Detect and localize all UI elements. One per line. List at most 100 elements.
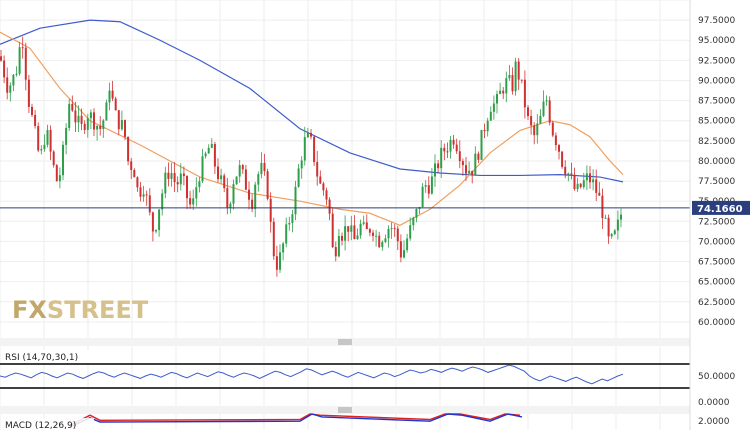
candle-body bbox=[244, 169, 247, 190]
candle-body bbox=[192, 198, 195, 205]
candle-body bbox=[334, 247, 337, 257]
candle-body bbox=[390, 228, 393, 230]
candle-body bbox=[254, 184, 257, 209]
candle-body bbox=[620, 214, 622, 220]
candle-body bbox=[220, 175, 223, 180]
candle-body bbox=[223, 175, 226, 189]
candle-body bbox=[176, 182, 179, 185]
candle-body bbox=[337, 235, 340, 257]
candle-body bbox=[561, 151, 564, 167]
candle-body bbox=[341, 235, 343, 241]
candle-body bbox=[440, 147, 443, 169]
candle-body bbox=[207, 147, 210, 154]
candle-body bbox=[46, 130, 49, 145]
drag-handle-icon[interactable] bbox=[338, 407, 352, 413]
candle-body bbox=[368, 229, 371, 233]
candle-body bbox=[272, 221, 275, 257]
y-tick-label: 90.0000 bbox=[698, 76, 735, 86]
candle-body bbox=[288, 223, 291, 225]
candle-body bbox=[542, 101, 545, 116]
candle-body bbox=[173, 173, 176, 183]
candle-body bbox=[133, 170, 136, 178]
y-tick-label: 72.5000 bbox=[698, 217, 735, 227]
candle-body bbox=[365, 222, 368, 230]
candle-body bbox=[93, 112, 95, 130]
y-tick-label: 87.5000 bbox=[698, 97, 735, 107]
candle-body bbox=[344, 226, 347, 241]
candle-body bbox=[260, 162, 263, 175]
candle-body bbox=[186, 176, 188, 199]
candle-body bbox=[610, 234, 613, 237]
candle-body bbox=[111, 90, 114, 99]
candle-body bbox=[52, 151, 55, 166]
candle-body bbox=[381, 241, 384, 248]
candle-body bbox=[347, 226, 350, 232]
candle-body bbox=[55, 165, 58, 182]
candle-body bbox=[430, 176, 433, 194]
candle-body bbox=[328, 199, 331, 214]
candle-body bbox=[6, 77, 9, 93]
y-tick-label: 85.0000 bbox=[698, 117, 735, 127]
candle-body bbox=[89, 112, 92, 119]
candle-body bbox=[235, 176, 238, 185]
candle-body bbox=[474, 153, 477, 175]
y-tick-label: 95.0000 bbox=[698, 36, 735, 46]
candle-body bbox=[86, 118, 89, 130]
candle-body bbox=[300, 160, 303, 169]
candle-body bbox=[43, 144, 46, 150]
candle-body bbox=[80, 115, 83, 124]
candle-body bbox=[310, 132, 312, 137]
candle-body bbox=[136, 177, 139, 188]
candle-body bbox=[527, 107, 529, 117]
candle-body bbox=[316, 162, 319, 177]
candle-body bbox=[533, 125, 536, 136]
candle-body bbox=[12, 74, 15, 86]
drag-handle-icon[interactable] bbox=[338, 339, 352, 345]
candle-body bbox=[27, 79, 30, 107]
candle-body bbox=[496, 93, 498, 104]
candle-body bbox=[71, 103, 74, 111]
candle-body bbox=[604, 217, 607, 219]
candle-body bbox=[62, 144, 64, 176]
candle-body bbox=[399, 241, 402, 258]
candle-body bbox=[393, 228, 396, 230]
macd-tick-label: 2.0000 bbox=[698, 417, 730, 427]
candle-body bbox=[269, 198, 272, 222]
candle-body bbox=[598, 192, 601, 196]
candle-body bbox=[151, 212, 154, 232]
candle-body bbox=[585, 173, 588, 181]
candle-body bbox=[120, 120, 123, 130]
candle-body bbox=[384, 238, 387, 242]
candle-body bbox=[114, 98, 117, 111]
candle-body bbox=[102, 120, 105, 129]
candle-body bbox=[297, 168, 300, 187]
candle-body bbox=[592, 179, 595, 183]
candlesticks bbox=[0, 36, 622, 277]
candle-body bbox=[551, 122, 554, 136]
current-price-label: 74.1660 bbox=[697, 204, 743, 215]
candle-body bbox=[282, 243, 285, 253]
candle-body bbox=[161, 193, 164, 210]
candle-body bbox=[31, 106, 33, 115]
watermark-fx: FX bbox=[12, 296, 47, 324]
candle-body bbox=[589, 173, 591, 183]
candle-body bbox=[18, 47, 21, 74]
candle-body bbox=[362, 222, 365, 224]
y-tick-label: 62.5000 bbox=[698, 298, 735, 308]
candle-body bbox=[424, 185, 427, 187]
candle-body bbox=[545, 100, 548, 102]
price-axis: 60.0000 62.5000 65.0000 67.5000 70.0000 72.50… bbox=[698, 16, 735, 328]
candle-body bbox=[108, 90, 111, 103]
candle-body bbox=[517, 61, 520, 80]
price-grid bbox=[0, 0, 690, 338]
candle-body bbox=[350, 225, 353, 232]
candle-body bbox=[248, 189, 250, 200]
candle-body bbox=[325, 190, 328, 200]
candle-body bbox=[226, 188, 229, 208]
candle-body bbox=[511, 75, 514, 92]
candle-body bbox=[34, 114, 37, 127]
candle-body bbox=[74, 110, 77, 123]
candle-body bbox=[291, 214, 294, 224]
candle-body bbox=[58, 175, 61, 182]
candle-body bbox=[37, 126, 40, 151]
